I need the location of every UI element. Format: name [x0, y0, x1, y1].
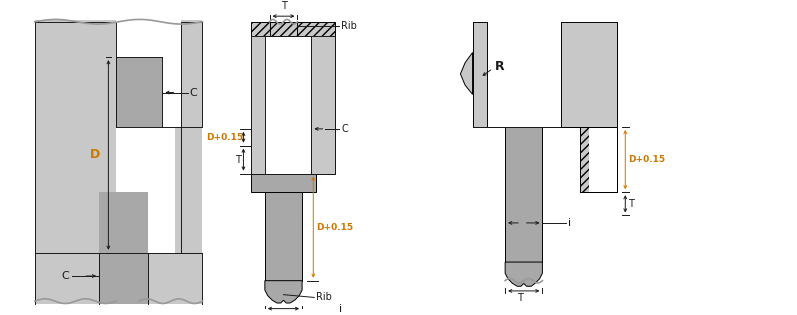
Text: C: C: [341, 124, 348, 134]
Bar: [486, 22, 561, 127]
Bar: [312, 36, 335, 174]
Text: Rib: Rib: [316, 292, 332, 302]
Text: D+0.15: D+0.15: [206, 133, 243, 142]
Bar: [116, 57, 163, 127]
Bar: [579, 127, 617, 192]
Text: R: R: [495, 60, 505, 73]
Polygon shape: [265, 281, 302, 303]
Bar: [269, 22, 297, 36]
Bar: [589, 127, 617, 192]
Text: D: D: [90, 148, 100, 162]
Text: C: C: [61, 271, 69, 281]
Polygon shape: [505, 262, 543, 286]
Text: T: T: [628, 199, 634, 209]
Bar: [561, 22, 617, 127]
Bar: [116, 20, 181, 127]
Bar: [473, 22, 486, 127]
Text: C: C: [190, 88, 197, 98]
Bar: [505, 127, 543, 262]
Bar: [251, 36, 265, 174]
Bar: [35, 253, 202, 304]
Bar: [35, 127, 116, 253]
Bar: [561, 22, 617, 127]
Bar: [251, 22, 335, 174]
Text: Rib: Rib: [341, 21, 357, 32]
Text: i: i: [567, 218, 571, 228]
Bar: [473, 22, 486, 127]
Bar: [99, 192, 148, 304]
Bar: [265, 174, 302, 281]
Polygon shape: [461, 53, 473, 94]
Bar: [175, 127, 202, 253]
Bar: [251, 174, 316, 192]
Bar: [35, 20, 202, 127]
Text: T: T: [517, 293, 523, 303]
Bar: [265, 36, 312, 174]
Text: T: T: [235, 155, 241, 165]
Bar: [579, 127, 617, 192]
Text: i: i: [340, 304, 343, 314]
Text: D+0.15: D+0.15: [316, 223, 353, 232]
Text: T: T: [281, 1, 286, 11]
Text: D+0.15: D+0.15: [628, 155, 665, 164]
Bar: [473, 22, 617, 127]
